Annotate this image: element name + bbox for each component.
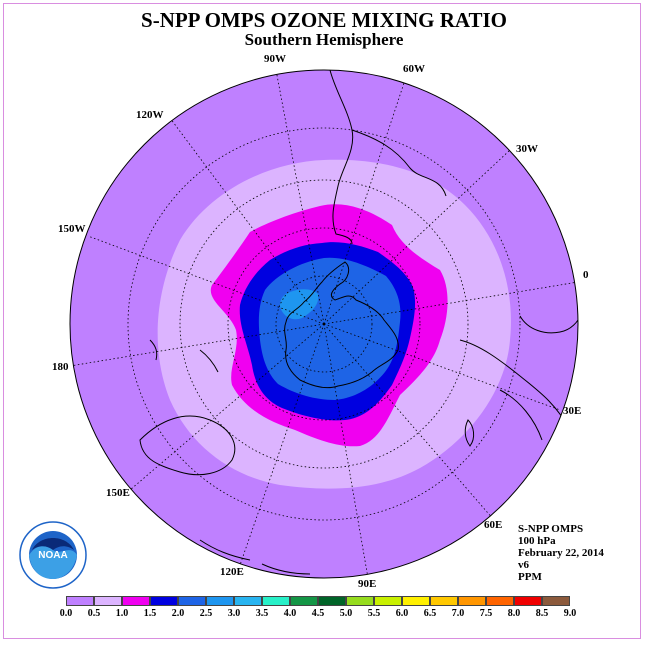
colorbar-swatch (290, 596, 318, 606)
colorbar-swatch (262, 596, 290, 606)
lon-label-90w: 90W (264, 53, 286, 65)
info-version: v6 (518, 559, 529, 571)
page-title: S-NPP OMPS OZONE MIXING RATIO (141, 8, 507, 32)
colorbar-swatch (430, 596, 458, 606)
info-units: PPM (518, 571, 542, 583)
colorbar-tick-label: 3.5 (255, 608, 269, 619)
africa-coastline (459, 315, 578, 441)
colorbar-tick-label: 8.5 (535, 608, 549, 619)
lon-label-60e: 60E (484, 519, 502, 531)
lon-label-0: 0 (583, 269, 589, 281)
lon-label-150e: 150E (106, 487, 130, 499)
colorbar-tick-label: 7.0 (451, 608, 465, 619)
colorbar (66, 596, 570, 606)
colorbar-tick-label: 6.5 (423, 608, 437, 619)
madagascar-coastline (464, 419, 475, 447)
new-zealand-coastline (149, 339, 219, 373)
info-instrument: S-NPP OMPS (518, 523, 584, 535)
colorbar-ticks: 0.0 0.5 1.0 1.5 2.0 2.5 3.0 3.5 4.0 4.5 5.0 5.5 6.0 6… (52, 608, 612, 622)
colorbar-tick-label: 0.5 (87, 608, 101, 619)
lon-label-60w: 60W (403, 63, 425, 75)
info-level: 100 hPa (518, 535, 556, 547)
figure-frame (3, 3, 641, 639)
colorbar-tick-label: 9.0 (563, 608, 577, 619)
map-boundary (69, 69, 579, 579)
info-date: February 22, 2014 (518, 547, 604, 559)
colorbar-tick-label: 2.5 (199, 608, 213, 619)
colorbar-swatch (318, 596, 346, 606)
colorbar-tick-label: 0.0 (59, 608, 73, 619)
colorbar-swatch (206, 596, 234, 606)
lon-label-150w: 150W (58, 223, 86, 235)
colorbar-swatch (458, 596, 486, 606)
colorbar-swatch (178, 596, 206, 606)
svg-text:NOAA: NOAA (38, 550, 67, 561)
colorbar-swatch (374, 596, 402, 606)
lon-label-30w: 30W (516, 143, 538, 155)
colorbar-tick-label: 4.0 (283, 608, 297, 619)
lon-label-30e: 30E (563, 405, 581, 417)
colorbar-swatch (486, 596, 514, 606)
colorbar-tick-label: 4.5 (311, 608, 325, 619)
colorbar-tick-label: 1.0 (115, 608, 129, 619)
colorbar-swatch (514, 596, 542, 606)
lon-label-90e: 90E (358, 578, 376, 590)
lon-label-120e: 120E (220, 566, 244, 578)
colorbar-swatch (346, 596, 374, 606)
coastlines (139, 70, 578, 575)
colorbar-swatch (150, 596, 178, 606)
colorbar-swatch (66, 596, 94, 606)
page-subtitle: Southern Hemisphere (244, 30, 404, 49)
lon-label-180: 180 (52, 361, 69, 373)
info-block: S-NPP OMPS 100 hPa February 22, 2014 v6 … (518, 523, 604, 583)
lon-label-120w: 120W (136, 109, 164, 121)
field-2.5-3.0 (280, 289, 319, 320)
noaa-logo-icon: NOAA (19, 521, 87, 589)
colorbar-swatch (542, 596, 570, 606)
colorbar-tick-label: 7.5 (479, 608, 493, 619)
colorbar-tick-label: 8.0 (507, 608, 521, 619)
colorbar-tick-label: 6.0 (395, 608, 409, 619)
colorbar-swatch (402, 596, 430, 606)
australia-coastline (139, 415, 236, 476)
colorbar-tick-label: 2.0 (171, 608, 185, 619)
south-america-coastline (329, 70, 447, 245)
colorbar-swatch (94, 596, 122, 606)
antarctica-coastline (284, 261, 399, 389)
colorbar-swatch (122, 596, 150, 606)
colorbar-tick-label: 5.5 (367, 608, 381, 619)
graticule (70, 70, 578, 578)
colorbar-tick-label: 5.0 (339, 608, 353, 619)
colorbar-tick-label: 3.0 (227, 608, 241, 619)
colorbar-swatch (234, 596, 262, 606)
colorbar-tick-label: 1.5 (143, 608, 157, 619)
